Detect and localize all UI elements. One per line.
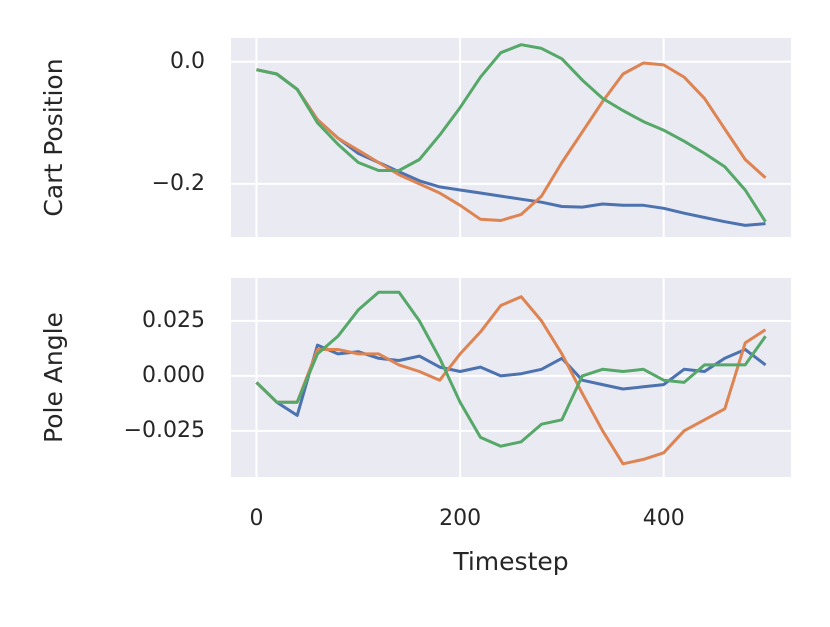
x-tick-label: 200 <box>439 506 481 531</box>
x-tick-label: 400 <box>643 506 685 531</box>
x-axis-label: Timestep <box>452 547 568 576</box>
y-tick-label: −0.025 <box>124 418 205 443</box>
y-tick-label: 0.025 <box>142 308 205 333</box>
series-line <box>256 61 767 222</box>
y-axis-label: Pole Angle <box>39 312 68 443</box>
plot-background <box>231 38 791 237</box>
plot-background <box>231 278 791 477</box>
series-line <box>255 290 767 448</box>
x-tick-label: 0 <box>249 506 263 531</box>
y-tick-label: 0.000 <box>142 363 205 388</box>
series-line <box>256 43 767 223</box>
series-line <box>255 343 767 417</box>
y-tick-label: −0.2 <box>152 171 205 196</box>
series-line <box>255 295 767 466</box>
y-axis-label: Cart Position <box>39 58 68 216</box>
y-tick-label: 0.0 <box>170 49 205 74</box>
